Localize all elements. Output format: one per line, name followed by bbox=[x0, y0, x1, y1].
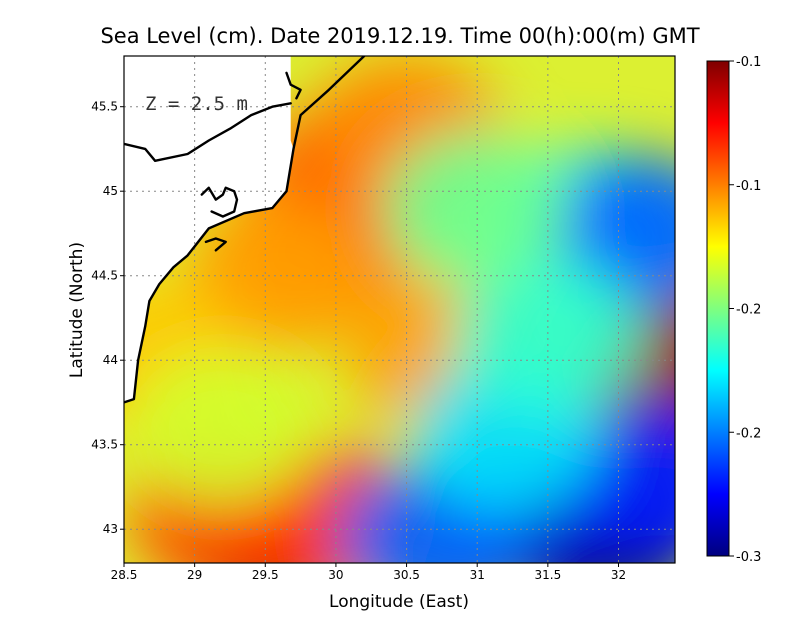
colorbar: -0.3 -0.2 -0.2 -0.1 -0.1 bbox=[706, 55, 761, 565]
y-tick-label-0: 43 bbox=[103, 522, 118, 536]
y-tick-label-2: 44 bbox=[103, 353, 118, 367]
field-feature-5 bbox=[184, 197, 375, 354]
x-tick-label-2: 29.5 bbox=[252, 568, 279, 582]
colorbar-scale bbox=[706, 60, 730, 557]
land-mask bbox=[124, 56, 294, 403]
coastline-segment-3 bbox=[204, 237, 227, 252]
colorbar-tick-label-1: -0.2 bbox=[736, 426, 761, 441]
x-axis-label: Longitude (East) bbox=[329, 592, 469, 612]
plot-frame bbox=[123, 55, 676, 564]
colorbar-tick-label-0: -0.3 bbox=[736, 550, 761, 565]
y-axis-label: Latitude (North) bbox=[67, 242, 87, 378]
coastline-segment-0 bbox=[124, 56, 366, 404]
y-tick-label-1: 43.5 bbox=[91, 438, 118, 452]
x-tick-label-3: 30 bbox=[328, 568, 343, 582]
map-title: Sea Level (cm). Date 2019.12.19. Time 00… bbox=[100, 24, 699, 48]
field-feature-19 bbox=[127, 349, 318, 506]
x-tick-label-0: 28.5 bbox=[111, 568, 138, 582]
colorbar-tick-label-3: -0.1 bbox=[736, 179, 761, 194]
land-area-0 bbox=[124, 56, 291, 161]
colorbar-tick-label-2: -0.2 bbox=[736, 303, 761, 318]
y-tick-label-4: 45 bbox=[103, 184, 118, 198]
y-axis-ticks: 43 43.5 44 44.5 45 45.5 bbox=[91, 100, 124, 536]
coastline bbox=[124, 56, 366, 404]
colorbar-ticks: -0.3 -0.2 -0.2 -0.1 -0.1 bbox=[729, 55, 761, 565]
field-feature-18 bbox=[382, 130, 573, 287]
field-feature-17 bbox=[452, 256, 643, 413]
y-tick-label-3: 44.5 bbox=[91, 269, 118, 283]
plot-area: Z = 2.5 m 28.5 29 29.5 30 30.5 31 31.5 32 43 43.… bbox=[67, 55, 676, 612]
coastline-segment-2 bbox=[200, 186, 239, 218]
x-tick-label-7: 32 bbox=[611, 568, 626, 582]
x-axis-ticks: 28.5 29 29.5 30 30.5 31 31.5 32 bbox=[111, 563, 626, 582]
coastline-segment-4 bbox=[285, 71, 302, 100]
x-tick-label-6: 31.5 bbox=[534, 568, 561, 582]
colorbar-tick-label-4: -0.1 bbox=[736, 55, 761, 70]
coastline-segment-1 bbox=[124, 102, 292, 163]
land-area-1 bbox=[124, 103, 294, 403]
depth-label: Z = 2.5 m bbox=[145, 93, 248, 115]
x-tick-label-1: 29 bbox=[187, 568, 202, 582]
x-tick-label-5: 31 bbox=[470, 568, 485, 582]
x-tick-label-4: 30.5 bbox=[393, 568, 420, 582]
y-tick-label-5: 45.5 bbox=[91, 100, 118, 114]
grid-lines bbox=[124, 56, 675, 563]
